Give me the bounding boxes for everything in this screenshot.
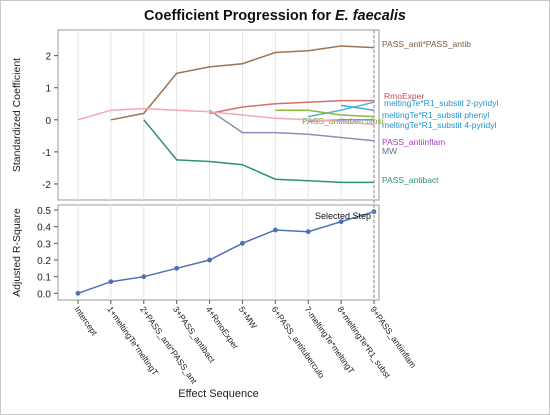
- series-label: PASS_antiinflam: [382, 137, 445, 147]
- bottom-y-axis-label: Adjusted R-Square: [11, 208, 23, 297]
- bottom-y-tick-label: 0.3: [37, 239, 51, 250]
- series-label: meltingTe*R1_substit 2-pyridyl: [384, 98, 498, 108]
- rsquare-point: [240, 240, 245, 246]
- series-line: [110, 45, 375, 121]
- chart-title-main: Coefficient Progression for: [144, 8, 335, 24]
- series-line: [340, 104, 375, 111]
- selected-step-annotation: Selected Step: [315, 211, 371, 221]
- bottom-y-tick-label: 0.0: [37, 289, 51, 300]
- series-line: [308, 101, 375, 118]
- series-line: [209, 109, 375, 142]
- series-line: [209, 99, 374, 115]
- rsquare-line: [77, 210, 375, 295]
- series-label: MW: [382, 146, 397, 156]
- rsquare-point: [75, 290, 81, 296]
- rsquare-point: [174, 265, 180, 271]
- bottom-y-tick-label: 0.4: [37, 223, 51, 234]
- series-line: [275, 109, 375, 118]
- rsquare-point: [305, 229, 311, 235]
- chart-title-species: E. faecalis: [335, 8, 406, 24]
- top-y-tick-label: 2: [45, 52, 51, 63]
- rsquare-point: [141, 274, 147, 280]
- x-axis-label: Effect Sequence: [178, 388, 259, 400]
- series-label: RmoExper: [384, 91, 424, 101]
- bottom-y-tick-label: 0.1: [37, 273, 51, 284]
- series-label: PASS_anti*PASS_antib: [382, 39, 471, 49]
- rsquare-point: [207, 257, 212, 263]
- series-label: meltingTe*R1_substit phenyl: [382, 110, 489, 120]
- bottom-y-tick-label: 0.2: [37, 256, 51, 267]
- series-line: [143, 119, 374, 184]
- rsquare-point: [272, 227, 278, 233]
- bottom-y-tick-label: 0.5: [37, 206, 51, 217]
- top-y-tick-label: 0: [45, 116, 51, 127]
- top-y-tick-label: -2: [42, 180, 51, 191]
- top-y-axis-label: Standardized Coefficient: [11, 58, 23, 172]
- top-plot-area: [57, 29, 380, 201]
- x-tick-label: Intercept: [72, 304, 100, 337]
- bottom-plot-area: [57, 204, 380, 301]
- top-y-tick-label: 1: [45, 84, 51, 95]
- top-y-tick-label: -1: [42, 148, 51, 159]
- rsquare-point: [338, 219, 344, 225]
- series-line: [77, 107, 375, 126]
- x-tick-label: 5+MW: [237, 304, 259, 330]
- x-tick-label: 2+PASS_anti*PASS_ant: [138, 304, 199, 386]
- chart-title: Coefficient Progression for E. faecalis: [0, 8, 550, 24]
- series-label: PASS_antibact: [382, 175, 439, 185]
- rsquare-point: [108, 279, 114, 285]
- series-label: meltingTe*R1_substit 4-pyridyl: [382, 120, 496, 130]
- x-tick-label: 4+RmoExper: [204, 304, 241, 351]
